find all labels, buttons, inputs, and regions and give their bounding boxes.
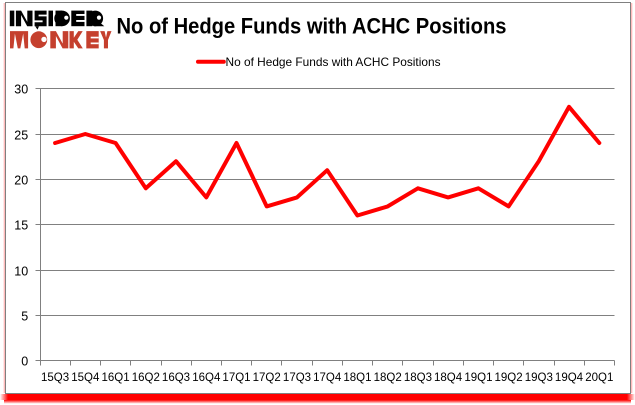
svg-text:16Q4: 16Q4	[192, 372, 221, 384]
svg-text:19Q2: 19Q2	[495, 372, 523, 384]
svg-text:25: 25	[14, 128, 28, 142]
svg-text:20: 20	[14, 173, 28, 187]
svg-text:10: 10	[14, 264, 28, 278]
svg-text:17Q2: 17Q2	[253, 372, 281, 384]
svg-text:18Q2: 18Q2	[374, 372, 402, 384]
svg-text:5: 5	[21, 309, 28, 323]
svg-text:No of Hedge Funds with ACHC Po: No of Hedge Funds with ACHC Positions	[226, 55, 441, 69]
svg-text:19Q1: 19Q1	[464, 372, 492, 384]
svg-text:30: 30	[14, 82, 28, 96]
svg-text:19Q3: 19Q3	[525, 372, 553, 384]
svg-text:17Q4: 17Q4	[313, 372, 342, 384]
svg-text:18Q1: 18Q1	[343, 372, 371, 384]
svg-text:20Q1: 20Q1	[585, 372, 613, 384]
svg-text:15Q4: 15Q4	[71, 372, 100, 384]
svg-text:0: 0	[21, 354, 28, 368]
svg-text:15: 15	[14, 218, 28, 232]
svg-text:No of Hedge Funds with ACHC Po: No of Hedge Funds with ACHC Positions	[117, 13, 507, 38]
svg-text:16Q1: 16Q1	[102, 372, 130, 384]
svg-text:15Q3: 15Q3	[41, 372, 69, 384]
svg-text:18Q4: 18Q4	[434, 372, 463, 384]
svg-text:19Q4: 19Q4	[555, 372, 584, 384]
svg-text:17Q3: 17Q3	[283, 372, 311, 384]
svg-text:16Q2: 16Q2	[132, 372, 160, 384]
svg-text:17Q1: 17Q1	[222, 372, 250, 384]
svg-text:18Q3: 18Q3	[404, 372, 432, 384]
svg-text:16Q3: 16Q3	[162, 372, 190, 384]
